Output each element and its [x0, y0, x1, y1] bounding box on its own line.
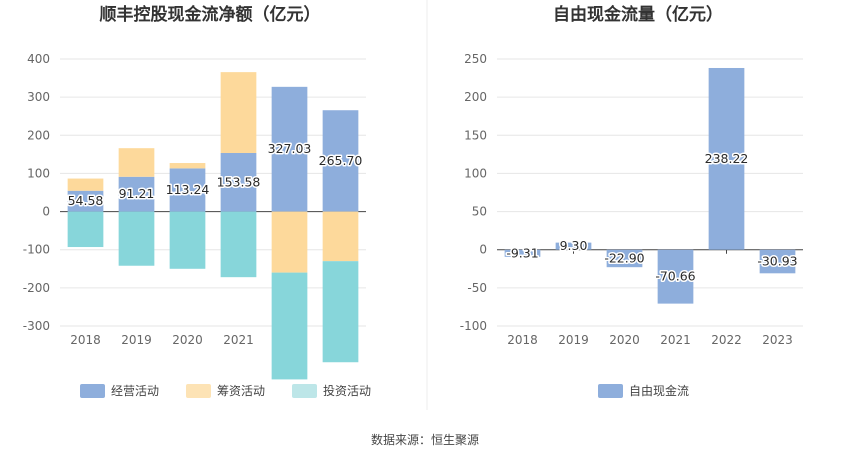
- bar-筹资活动-2020: [169, 163, 206, 169]
- data-label: -70.66: [655, 269, 695, 284]
- x-tick-label: 2019: [121, 333, 152, 347]
- left-chart: 400 300 200 100 0 -100 -200 -300 2018 2019 2020 202…: [23, 52, 366, 380]
- data-label: 91.21: [119, 186, 155, 201]
- y-tick-label: -300: [23, 319, 50, 333]
- bar-经营活动-2022: [271, 86, 308, 212]
- bar-经营活动-2018: [67, 190, 104, 212]
- bar-筹资活动-2022: [271, 211, 308, 273]
- y-tick-label: 100: [464, 166, 487, 180]
- right-chart-title: 自由现金流量（亿元）: [553, 4, 723, 25]
- data-label: 265.70: [319, 153, 363, 168]
- bar-投资活动-2019: [118, 211, 155, 266]
- data-label: 153.58: [217, 174, 261, 189]
- y-tick-label: 250: [464, 52, 487, 66]
- data-label: -9.31: [506, 245, 538, 260]
- bar-自由现金流-2021: [657, 249, 694, 304]
- x-tick-label: 2021: [223, 333, 254, 347]
- y-tick-label: 0: [479, 243, 487, 257]
- x-tick-label: 2022: [711, 333, 742, 347]
- legend-label: 投资活动: [323, 383, 371, 398]
- data-label: 9.30: [560, 238, 588, 253]
- bar-经营活动-2021: [220, 152, 257, 212]
- bar-投资活动-2021: [220, 211, 257, 278]
- right-legend: 自由现金流: [598, 383, 689, 398]
- y-tick-label: 200: [464, 90, 487, 104]
- source-note: 数据来源：恒生聚源: [371, 432, 479, 447]
- x-tick-label: 2019: [558, 333, 589, 347]
- data-label: 327.03: [268, 141, 312, 156]
- bar-经营活动-2020: [169, 168, 206, 212]
- left-chart-title: 顺丰控股现金流净额（亿元）: [100, 4, 321, 25]
- data-label: -22.90: [604, 250, 644, 265]
- legend-swatch: [186, 384, 211, 398]
- y-tick-label: 0: [42, 205, 50, 219]
- x-tick-label: 2023: [762, 333, 793, 347]
- legend-label: 自由现金流: [629, 383, 689, 398]
- bar-投资活动-2020: [169, 211, 206, 269]
- bar-投资活动-2023: [322, 261, 359, 363]
- y-tick-label: 200: [27, 128, 50, 142]
- data-label: 113.24: [166, 182, 210, 197]
- bar-自由现金流-2018: [504, 249, 541, 257]
- legend-swatch: [292, 384, 317, 398]
- y-tick-label: -200: [23, 281, 50, 295]
- y-tick-label: 50: [472, 205, 487, 219]
- x-tick-label: 2020: [172, 333, 203, 347]
- legend-item-经营活动[interactable]: 经营活动: [80, 384, 159, 398]
- bar-经营活动-2023: [322, 110, 359, 212]
- x-tick-label: 2020: [609, 333, 640, 347]
- bar-投资活动-2022: [271, 272, 308, 380]
- bar-经营活动-2019: [118, 176, 155, 212]
- legend-item-投资活动[interactable]: 投资活动: [292, 383, 371, 398]
- x-tick-label: 2021: [660, 333, 691, 347]
- y-tick-label: -100: [23, 243, 50, 257]
- legend-item-自由现金流[interactable]: 自由现金流: [598, 383, 689, 398]
- bar-自由现金流-2019: [555, 242, 592, 250]
- x-tick-label: 2018: [70, 333, 101, 347]
- y-tick-label: -50: [467, 281, 487, 295]
- x-tick-label: 2018: [507, 333, 538, 347]
- legend-label: 筹资活动: [217, 384, 265, 398]
- right-chart: 250 200 150 100 50 0 -50 -100 2018 2019 2020 2021 20…: [460, 52, 803, 347]
- y-tick-label: 100: [27, 166, 50, 180]
- bar-筹资活动-2019: [118, 148, 155, 177]
- y-tick-label: 300: [27, 90, 50, 104]
- legend-swatch: [598, 384, 623, 398]
- bar-投资活动-2018: [67, 211, 104, 248]
- bar-自由现金流-2020: [606, 249, 643, 268]
- y-tick-label: -100: [460, 319, 487, 333]
- bar-自由现金流-2022: [708, 67, 745, 250]
- y-tick-label: 400: [27, 52, 50, 66]
- legend-item-筹资活动[interactable]: 筹资活动: [186, 384, 265, 398]
- bar-自由现金流-2023: [759, 249, 796, 274]
- left-legend: 经营活动 筹资活动 投资活动: [80, 383, 371, 398]
- legend-swatch: [80, 384, 105, 398]
- bar-筹资活动-2021: [220, 72, 257, 153]
- y-tick-label: 150: [464, 128, 487, 142]
- data-label: 54.58: [68, 193, 104, 208]
- data-label: -30.93: [757, 254, 797, 269]
- data-label: 238.22: [705, 151, 749, 166]
- legend-label: 经营活动: [111, 384, 159, 398]
- bar-筹资活动-2023: [322, 211, 359, 262]
- bar-筹资活动-2018: [67, 178, 104, 191]
